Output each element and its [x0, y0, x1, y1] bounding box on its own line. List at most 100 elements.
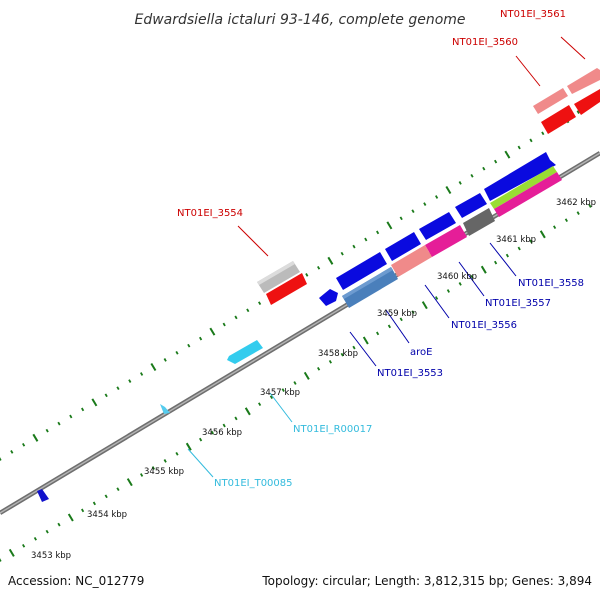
minor-tick	[446, 289, 450, 293]
label-NT01EI_3561[interactable]: NT01EI_3561	[500, 9, 566, 20]
major-tick	[32, 433, 39, 442]
label-NT01EI_3558[interactable]: NT01EI_3558	[518, 278, 584, 289]
gene-blue-arrow-3[interactable]	[419, 212, 456, 240]
minor-tick	[22, 543, 26, 548]
gene-NT01EI_3561-block[interactable]	[567, 68, 600, 94]
gene-red-block-1[interactable]	[541, 105, 576, 134]
scale-label-3459: 3459 kbp	[377, 309, 417, 319]
minor-tick	[175, 451, 179, 456]
major-tick	[150, 362, 157, 372]
minor-tick	[222, 423, 226, 428]
minor-tick	[411, 209, 415, 214]
gene-NT01EI_3554-grey-block[interactable]	[257, 261, 300, 293]
minor-tick	[210, 430, 214, 435]
gene-darkgrey-block[interactable]	[463, 208, 495, 236]
gene-blue-arrow-1[interactable]	[484, 152, 556, 201]
minor-tick	[435, 195, 439, 199]
minor-tick	[553, 225, 557, 230]
scale-label-3462: 3462 kbp	[556, 198, 596, 208]
gene-magenta-block-1[interactable]	[494, 172, 562, 217]
gene-blue-arrow-4[interactable]	[385, 232, 421, 261]
gene-NT01EI_T00085-block[interactable]	[160, 404, 170, 414]
minor-tick	[81, 407, 85, 412]
label-aroE[interactable]: aroE	[410, 347, 432, 358]
minor-tick	[128, 379, 132, 383]
major-tick	[386, 221, 393, 230]
label-NT01EI_R00017[interactable]: NT01EI_R00017	[293, 424, 372, 435]
accession-text: Accession: NC_012779	[8, 574, 144, 588]
callout-NT01EI_3557	[458, 261, 485, 297]
label-NT01EI_3560[interactable]: NT01EI_3560	[452, 37, 518, 48]
gene-red-block-3[interactable]	[266, 273, 307, 305]
major-tick	[504, 150, 511, 159]
gene-blue-arrow-2[interactable]	[455, 193, 487, 218]
minor-tick	[470, 274, 474, 279]
gene-red-block-2[interactable]	[574, 89, 600, 115]
scale-label-3457: 3457 kbp	[260, 388, 300, 398]
minor-tick	[517, 246, 521, 251]
minor-tick	[458, 282, 462, 286]
minor-tick	[517, 145, 521, 150]
minor-tick	[588, 204, 592, 208]
label-NT01EI_3557[interactable]: NT01EI_3557	[485, 298, 551, 309]
topology-text: Topology: circular; Length: 3,812,315 bp…	[261, 574, 592, 588]
major-tick	[303, 371, 310, 380]
minor-tick	[317, 265, 321, 270]
gene-lime-block[interactable]	[490, 166, 557, 209]
minor-tick	[340, 251, 344, 256]
callout-NT01EI_T00085	[187, 448, 214, 478]
scale-label-3460: 3460 kbp	[437, 272, 477, 282]
minor-tick	[576, 211, 580, 215]
minor-tick	[529, 239, 533, 244]
gene-blue-small-reverse[interactable]	[37, 489, 49, 502]
scale-label-3461: 3461 kbp	[496, 235, 536, 245]
gene-blue-arrow-small[interactable]	[319, 289, 338, 306]
minor-tick	[104, 494, 108, 499]
minor-tick	[163, 358, 167, 362]
major-tick	[8, 548, 15, 557]
major-tick	[91, 398, 98, 407]
gene-steelblue-block[interactable]	[342, 267, 398, 308]
scale-label-3453: 3453 kbp	[31, 551, 71, 561]
minor-tick	[104, 393, 108, 398]
minor-tick	[57, 522, 61, 527]
minor-tick	[376, 230, 380, 235]
minor-tick	[199, 437, 203, 442]
callout-NT01EI_3553	[349, 331, 377, 367]
major-tick	[480, 265, 487, 274]
label-NT01EI_3553[interactable]: NT01EI_3553	[377, 368, 443, 379]
callout-NT01EI_3561	[560, 36, 586, 60]
minor-tick	[258, 301, 262, 306]
label-NT01EI_3554[interactable]: NT01EI_3554	[177, 208, 243, 219]
callout-NT01EI_3556	[424, 284, 450, 319]
minor-tick	[293, 381, 297, 385]
minor-tick	[317, 366, 321, 371]
gene-salmon-block[interactable]	[391, 245, 432, 277]
gene-magenta-block-2[interactable]	[425, 225, 467, 257]
minor-tick	[234, 416, 238, 421]
callout-NT01EI_R00017	[269, 392, 293, 423]
minor-tick	[258, 402, 262, 407]
minor-tick	[222, 322, 226, 327]
reverse-tick-track	[0, 204, 592, 562]
label-NT01EI_T00085[interactable]: NT01EI_T00085	[214, 478, 293, 489]
gene-labels: NT01EI_3561 NT01EI_3560 NT01EI_3554 NT01…	[177, 9, 584, 489]
minor-tick	[435, 296, 439, 300]
minor-tick	[541, 131, 545, 136]
callout-aroE	[385, 309, 410, 344]
minor-tick	[352, 345, 356, 350]
scale-label-3455: 3455 kbp	[144, 467, 184, 477]
label-NT01EI_3556[interactable]: NT01EI_3556	[451, 320, 517, 331]
minor-tick	[423, 202, 427, 206]
minor-tick	[399, 317, 403, 322]
gene-blue-arrow-5[interactable]	[336, 252, 387, 290]
minor-tick	[352, 244, 356, 249]
major-tick	[185, 442, 192, 451]
gene-NT01EI_3560-block[interactable]	[533, 88, 568, 114]
minor-tick	[505, 253, 509, 258]
gene-NT01EI_R00017-block[interactable]	[227, 340, 263, 364]
scale-label-3456: 3456 kbp	[202, 428, 242, 438]
minor-tick	[340, 352, 344, 357]
minor-tick	[140, 473, 144, 477]
minor-tick	[470, 173, 474, 178]
